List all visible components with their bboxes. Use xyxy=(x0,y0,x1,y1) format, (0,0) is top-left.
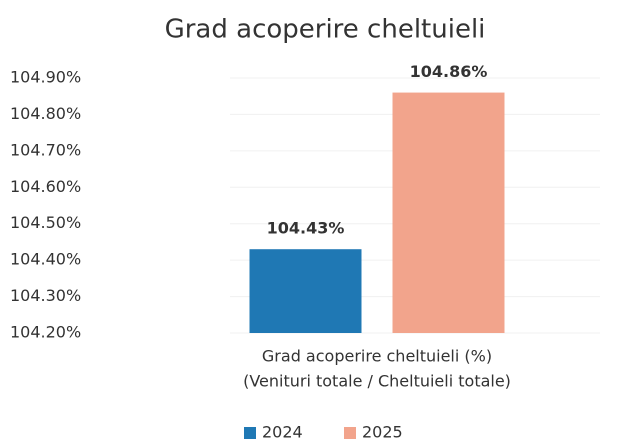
y-tick-label: 104.20% xyxy=(10,323,81,342)
y-tick-label: 104.80% xyxy=(10,104,81,123)
x-tick-label: Grad acoperire cheltuieli (%) xyxy=(262,347,492,366)
legend-swatch xyxy=(344,427,356,439)
data-label: 104.86% xyxy=(410,62,488,81)
y-tick-label: 104.70% xyxy=(10,140,81,159)
y-tick-label: 104.30% xyxy=(10,286,81,305)
chart-title: Grad acoperire cheltuieli xyxy=(165,15,486,45)
data-label: 104.43% xyxy=(267,219,345,238)
legend-swatch xyxy=(244,427,256,439)
legend-label: 2025 xyxy=(362,423,403,442)
bar xyxy=(392,92,505,333)
x-tick-label: (Venituri totale / Cheltuieli totale) xyxy=(243,372,511,391)
bar xyxy=(249,249,362,333)
y-tick-label: 104.40% xyxy=(10,250,81,269)
y-tick-label: 104.60% xyxy=(10,177,81,196)
y-tick-label: 104.90% xyxy=(10,68,81,87)
y-tick-label: 104.50% xyxy=(10,213,81,232)
legend-label: 2024 xyxy=(262,423,303,442)
